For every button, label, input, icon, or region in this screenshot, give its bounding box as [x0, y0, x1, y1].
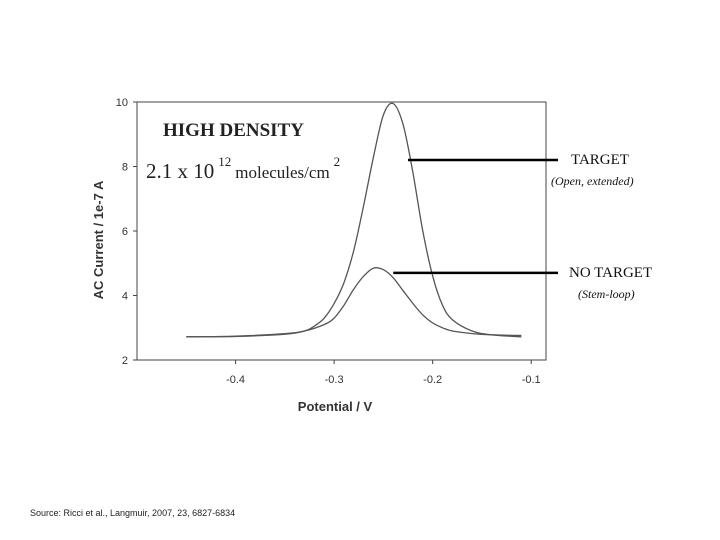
annotation-sublabel: (Open, extended): [551, 174, 634, 188]
subtitle-exponent: 12: [218, 154, 231, 169]
source-citation: Source: Ricci et al., Langmuir, 2007, 23…: [30, 508, 236, 518]
x-tick-label: -0.2: [423, 374, 442, 386]
y-tick-label: 6: [122, 226, 128, 238]
y-axis-ticks: 2 4 6 8 10: [116, 97, 137, 367]
annotation-label: TARGET: [571, 152, 629, 168]
y-axis-label: AC Current / 1e-7 A: [91, 180, 106, 299]
annotation-sublabel: (Stem-loop): [578, 287, 635, 301]
x-tick-label: -0.3: [325, 374, 344, 386]
x-tick-label: -0.1: [522, 374, 541, 386]
annotation-layer: TARGET (Open, extended) NO TARGET (Stem-loo…: [393, 152, 652, 301]
series-layer: [186, 102, 522, 338]
subtitle-prefix: 2.1 x 10: [146, 159, 214, 183]
x-axis-ticks: -0.4 -0.3 -0.2 -0.1: [226, 360, 541, 386]
chart-subtitle: 2.1 x 10 12 molecules/cm 2: [146, 153, 340, 183]
annotation-label: NO TARGET: [569, 265, 652, 281]
chart-title: HIGH DENSITY: [163, 120, 304, 141]
subtitle-middle: molecules/cm: [235, 163, 329, 182]
y-tick-label: 10: [116, 97, 128, 109]
y-tick-label: 4: [122, 291, 128, 303]
y-tick-label: 2: [122, 355, 128, 367]
series-line-2: [186, 267, 522, 338]
x-axis-label: Potential / V: [298, 399, 373, 414]
y-tick-label: 8: [122, 162, 128, 174]
series-line-1: [186, 102, 522, 338]
subtitle-unit-exponent: 2: [334, 154, 341, 169]
x-tick-label: -0.4: [226, 374, 245, 386]
